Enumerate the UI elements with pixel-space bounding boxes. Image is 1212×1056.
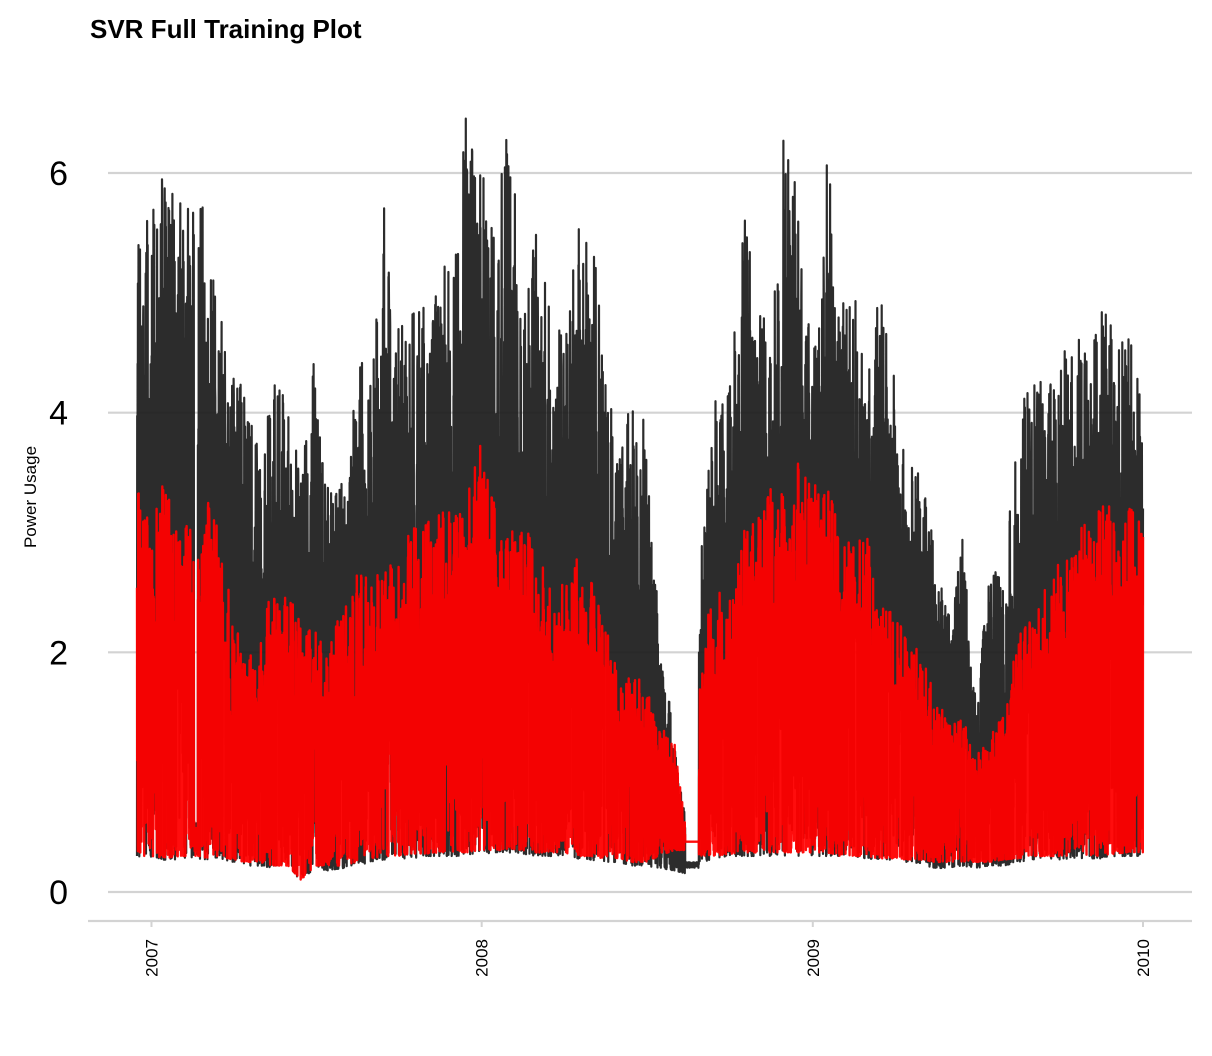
x-axis-ticks: 2007 2008 2009 2010	[142, 921, 1153, 977]
predicted-series-line	[135, 444, 1145, 881]
series-group	[135, 117, 1145, 881]
y-axis-ticks: 0 2 4 6	[49, 155, 68, 912]
x-tick-label-2009: 2009	[804, 939, 823, 977]
y-tick-label-4: 4	[49, 395, 68, 433]
x-tick-label-2010: 2010	[1134, 939, 1153, 977]
chart-title: SVR Full Training Plot	[90, 14, 362, 44]
x-tick-label-2007: 2007	[142, 939, 161, 977]
y-axis-label: Power Usage	[21, 446, 40, 548]
x-tick-label-2008: 2008	[473, 939, 492, 977]
y-tick-label-6: 6	[49, 155, 68, 193]
y-tick-label-2: 2	[49, 634, 68, 672]
y-tick-label-0: 0	[49, 874, 68, 912]
